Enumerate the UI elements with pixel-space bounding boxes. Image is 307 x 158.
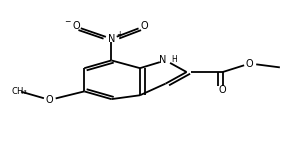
Text: O: O: [140, 21, 148, 31]
Text: O: O: [73, 21, 81, 31]
Text: N: N: [159, 55, 167, 65]
Text: H: H: [172, 55, 177, 64]
Text: −: −: [64, 18, 70, 27]
Text: O: O: [246, 58, 254, 69]
Text: N: N: [108, 34, 115, 44]
Text: CH₃: CH₃: [12, 87, 28, 96]
Text: +: +: [117, 30, 123, 39]
Text: O: O: [46, 95, 53, 105]
Text: O: O: [219, 85, 227, 95]
